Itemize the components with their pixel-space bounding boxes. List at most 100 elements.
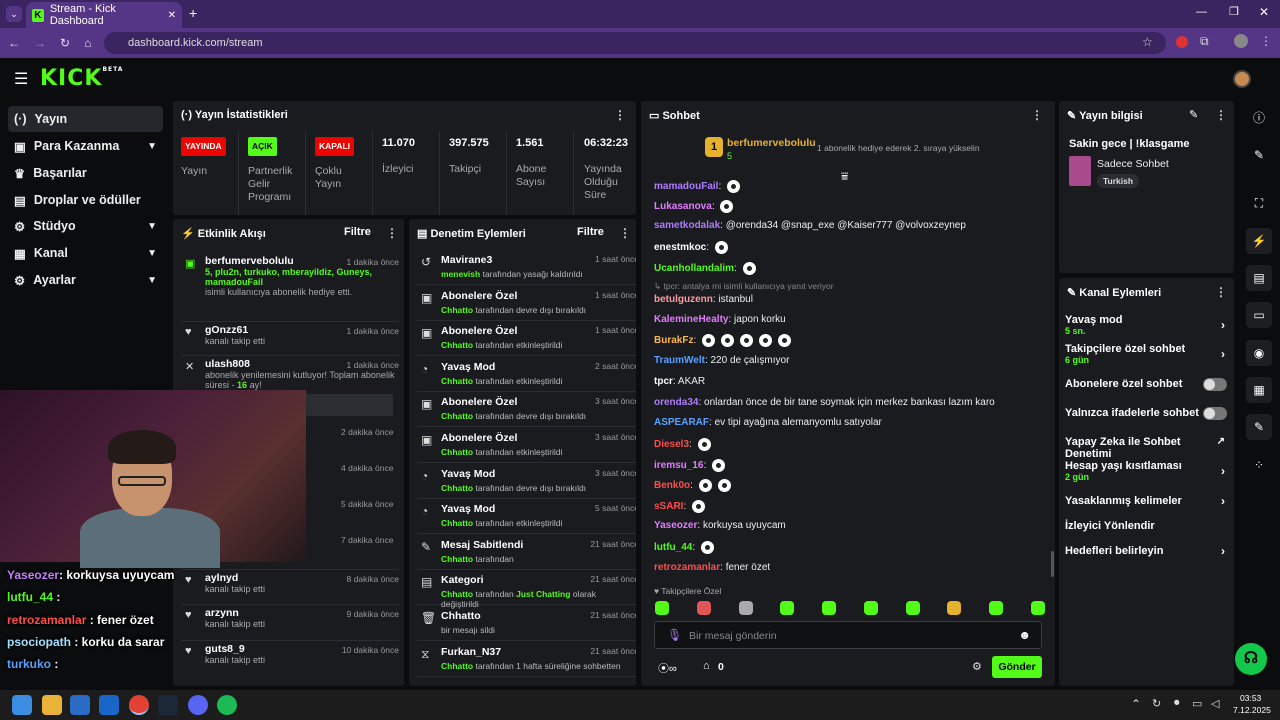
- more-dots-icon[interactable]: ⁘: [1253, 458, 1265, 472]
- stream-info-menu-icon[interactable]: ⋮: [1215, 108, 1227, 122]
- layout-icon[interactable]: ▦: [1246, 377, 1272, 403]
- quick-emote-icon[interactable]: [1030, 601, 1045, 615]
- chat-username[interactable]: Yaseozer: [654, 520, 698, 531]
- lightning-icon[interactable]: ⚡: [1246, 228, 1272, 254]
- quick-emote-icon[interactable]: [780, 601, 795, 615]
- activity-filter-button[interactable]: Filtre: [344, 226, 371, 238]
- moderation-menu-icon[interactable]: ⋮: [619, 226, 631, 240]
- quick-emote-icon[interactable]: [947, 601, 962, 615]
- store-icon[interactable]: ⌂: [703, 660, 710, 672]
- tray-sync-icon[interactable]: ↻: [1152, 698, 1162, 710]
- chat-username[interactable]: Diesel3: [654, 439, 690, 451]
- subs-only-toggle[interactable]: [1203, 378, 1227, 391]
- tab-search-icon[interactable]: ⌄: [6, 6, 22, 22]
- forward-icon[interactable]: →: [34, 36, 46, 50]
- slow-mode-action[interactable]: Yavaş mod 5 sn. ›: [1065, 314, 1227, 336]
- windows-start-icon[interactable]: [12, 695, 32, 715]
- chrome-icon[interactable]: [129, 695, 149, 715]
- goals-action[interactable]: Hedefleri belirleyin ›: [1065, 544, 1227, 558]
- chat-scrollbar[interactable]: [1051, 551, 1054, 577]
- chat-username[interactable]: Lukasanova: [654, 201, 712, 213]
- outlook-icon[interactable]: [99, 695, 119, 715]
- send-button[interactable]: Gönder: [992, 656, 1042, 678]
- sidebar-item-basarilar[interactable]: ♛ Başarılar: [8, 160, 163, 186]
- sidebar-item-kanal[interactable]: ▦ Kanal ▼: [8, 240, 163, 266]
- quick-emote-icon[interactable]: [863, 601, 878, 615]
- emoji-icon[interactable]: ☻: [1018, 628, 1031, 642]
- sidebar-item-yayin[interactable]: (·) Yayın: [8, 106, 163, 132]
- file-explorer-icon[interactable]: [42, 695, 62, 715]
- notes-icon[interactable]: ▤: [1246, 265, 1272, 291]
- chat-username[interactable]: orenda34: [654, 397, 699, 408]
- store-app-icon[interactable]: [70, 695, 90, 715]
- chat-menu-icon[interactable]: ⋮: [1031, 108, 1043, 122]
- info-icon[interactable]: ⓘ: [1252, 111, 1265, 125]
- tab-close-icon[interactable]: ✕: [167, 9, 176, 21]
- sidebar-item-ayarlar[interactable]: ⚙ Ayarlar ▼: [8, 267, 163, 293]
- edit-pencil-icon[interactable]: ✎: [1189, 109, 1199, 121]
- channel-actions-menu-icon[interactable]: ⋮: [1215, 285, 1227, 299]
- microphone-icon[interactable]: 🎙: [667, 628, 683, 642]
- url-field[interactable]: dashboard.kick.com/stream: [104, 32, 1166, 54]
- user-avatar[interactable]: [1233, 70, 1251, 88]
- menu-hamburger-icon[interactable]: ☰: [14, 71, 29, 88]
- broadcast-rail-icon[interactable]: ◉: [1246, 340, 1272, 366]
- chat-username[interactable]: tpcr: [654, 376, 673, 387]
- moderation-filter-button[interactable]: Filtre: [577, 226, 604, 238]
- chat-username[interactable]: betulguzenn: [654, 294, 713, 305]
- extensions-puzzle-icon[interactable]: ⧉: [1200, 34, 1209, 48]
- browser-tab[interactable]: K Stream - Kick Dashboard ✕: [26, 2, 182, 28]
- chat-username[interactable]: retrozamanlar: [654, 562, 721, 573]
- spotify-icon[interactable]: [217, 695, 237, 715]
- chat-input-box[interactable]: 🎙 Bir mesaj gönderin ☻: [654, 621, 1042, 649]
- emotes-only-toggle[interactable]: [1203, 407, 1227, 420]
- chat-bubble-icon[interactable]: ▭: [1246, 302, 1272, 328]
- chat-sort-icon[interactable]: ⩸: [841, 169, 849, 183]
- emotes-only-action[interactable]: Yalnızca ifadelerle sohbet: [1065, 407, 1227, 420]
- back-icon[interactable]: ←: [8, 36, 20, 50]
- banned-words-action[interactable]: Yasaklanmış kelimeler ›: [1065, 494, 1227, 508]
- extension-icon[interactable]: [1176, 36, 1188, 48]
- reload-icon[interactable]: ↻: [60, 36, 71, 50]
- quick-emote-icon[interactable]: [655, 601, 669, 615]
- stream-tag[interactable]: Turkish: [1097, 174, 1140, 188]
- tray-volume-icon[interactable]: ◁: [1211, 698, 1220, 710]
- sidebar-item-studyo[interactable]: ⚙ Stüdyo ▼: [8, 213, 163, 239]
- quick-emote-icon[interactable]: [738, 601, 753, 615]
- sidebar-item-droplar[interactable]: ▤ Droplar ve ödüller: [8, 187, 163, 213]
- chat-username[interactable]: mamadouFail: [654, 181, 719, 193]
- pencil-icon[interactable]: ✎: [1253, 148, 1265, 162]
- chat-username[interactable]: KalemineHealty: [654, 314, 729, 325]
- taskbar-time[interactable]: 03:53: [1240, 693, 1262, 703]
- stats-menu-icon[interactable]: ⋮: [614, 108, 626, 122]
- tray-network-icon[interactable]: ▭: [1192, 698, 1203, 710]
- kick-logo[interactable]: KICKBETA: [40, 66, 123, 91]
- minimize-button[interactable]: —: [1196, 6, 1207, 18]
- quick-emote-icon[interactable]: [696, 601, 711, 615]
- support-chat-icon[interactable]: ☊: [1235, 643, 1267, 675]
- sidebar-item-para-kazanma[interactable]: ▣ Para Kazanma ▼: [8, 133, 163, 159]
- close-window-button[interactable]: ✕: [1259, 5, 1270, 19]
- chat-input-placeholder[interactable]: Bir mesaj gönderin: [689, 630, 777, 642]
- quick-emote-icon[interactable]: [822, 601, 837, 615]
- chat-username[interactable]: BurakFz: [654, 335, 694, 347]
- chat-username[interactable]: ASPEARAF: [654, 417, 710, 428]
- account-age-action[interactable]: Hesap yaşı kısıtlaması 2 gün ›: [1065, 460, 1227, 482]
- tray-mic-icon[interactable]: ⏺: [1174, 697, 1180, 709]
- chat-username[interactable]: iremsu_16: [654, 460, 704, 472]
- home-icon[interactable]: ⌂: [84, 36, 92, 50]
- browser-menu-icon[interactable]: ⋮: [1260, 34, 1272, 48]
- fullscreen-icon[interactable]: ⛶: [1254, 196, 1264, 210]
- leaderboard-user[interactable]: berfumervebolulu: [727, 137, 816, 149]
- new-tab-button[interactable]: +: [189, 5, 198, 21]
- bookmark-star-icon[interactable]: ☆: [1142, 35, 1153, 49]
- activity-menu-icon[interactable]: ⋮: [386, 226, 398, 240]
- subs-only-action[interactable]: Abonelere özel sohbet: [1065, 378, 1227, 391]
- stream-category[interactable]: Sadece Sohbet: [1097, 158, 1169, 170]
- quick-emote-icon[interactable]: [989, 601, 1004, 615]
- profile-avatar[interactable]: [1234, 34, 1248, 48]
- chat-username[interactable]: sSARI: [654, 501, 684, 513]
- chat-settings-gear-icon[interactable]: ⚙: [972, 661, 982, 673]
- raid-viewers-action[interactable]: İzleyici Yönlendir: [1065, 520, 1227, 532]
- chat-username[interactable]: sametkodalak: [654, 220, 721, 231]
